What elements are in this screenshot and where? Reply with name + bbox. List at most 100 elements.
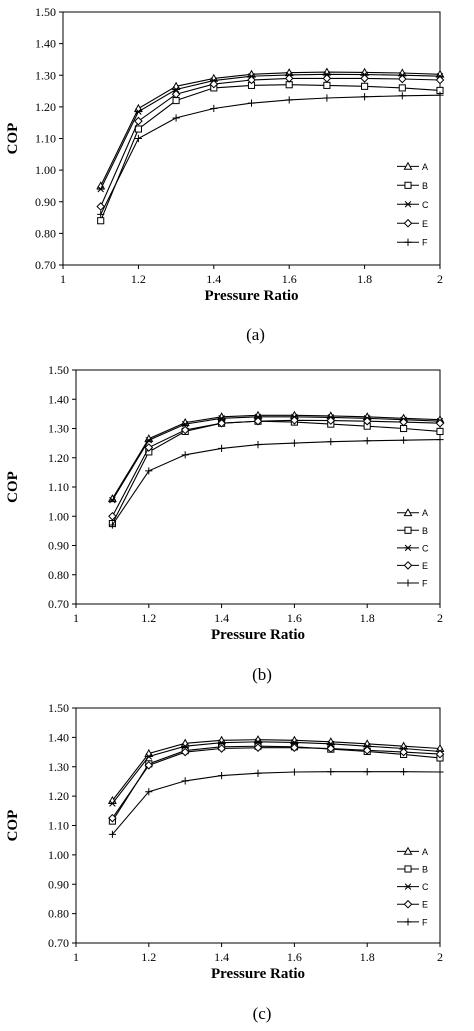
data-point-E: [108, 813, 117, 823]
data-point-F: [400, 436, 408, 444]
x-tick-label: 1.4: [206, 272, 221, 286]
legend-label-C: C: [422, 543, 429, 553]
x-tick-label: 1.4: [214, 950, 229, 964]
data-point-E: [180, 747, 190, 757]
y-tick-label: 0.70: [48, 936, 69, 950]
x-tick-label: 1.2: [131, 272, 146, 286]
legend-label-E: E: [422, 219, 428, 229]
chart-panel-3: 0.70 0.80 0.90 1.00 1.10 1.20 1.30 1.40 1.50 1 1.2…: [5, 701, 445, 1023]
legend-marker-A: [403, 161, 413, 170]
legend-marker-E: [403, 899, 413, 909]
y-tick-label: 1.00: [35, 163, 56, 177]
x-axis-label: Pressure Ratio: [211, 966, 305, 982]
y-tick-label: 1.20: [35, 100, 56, 114]
series-line-A: [100, 71, 441, 187]
data-point-F: [436, 91, 444, 99]
data-point-C: [218, 415, 226, 422]
data-point-E: [360, 74, 369, 83]
y-tick-label: 1.40: [35, 37, 56, 51]
data-point-F: [181, 777, 189, 785]
data-point-E: [253, 743, 263, 752]
y-tick-label: 1.20: [48, 451, 69, 465]
data-point-E: [290, 416, 299, 425]
y-tick-label: 1.50: [35, 5, 56, 19]
data-point-C: [254, 738, 262, 746]
data-point-C: [172, 86, 180, 93]
data-point-C: [254, 413, 262, 421]
data-point-E: [144, 760, 154, 770]
y-tick-label: 1.00: [48, 848, 69, 862]
legend-label-C: C: [422, 200, 429, 210]
legend-label-C: C: [422, 882, 429, 892]
data-point-E: [435, 749, 445, 759]
data-point-E: [290, 743, 299, 752]
series-line-E: [111, 747, 441, 819]
data-point-E: [253, 416, 263, 426]
x-tick-label: 1.4: [214, 611, 229, 625]
y-tick-label: 1.40: [48, 392, 69, 406]
data-point-F: [400, 768, 408, 776]
x-tick-label: 1: [73, 611, 79, 625]
x-tick-label: 1: [73, 950, 79, 964]
legend-marker-C: [404, 201, 412, 208]
data-point-F: [108, 830, 116, 838]
legend-marker-F: [404, 918, 412, 926]
data-point-C: [97, 185, 105, 193]
legend-label-A: A: [422, 508, 428, 518]
legend-marker-B: [404, 526, 412, 534]
data-point-C: [218, 739, 226, 746]
legend-marker-B: [404, 181, 412, 189]
x-tick-label: 1.2: [141, 611, 156, 625]
x-tick-label: 1.6: [282, 272, 297, 286]
series-line-C: [111, 741, 441, 804]
legend-label-E: E: [422, 561, 428, 571]
data-point-B: [398, 84, 406, 92]
x-tick-label: 1.8: [357, 272, 372, 286]
plot-area-frame: [62, 11, 441, 266]
y-tick-label: 0.80: [48, 907, 69, 921]
chart-panel-1: 0.70 0.80 0.90 1.00 1.10 1.20 1.30 1.40 1.50 1 1.2…: [5, 5, 445, 344]
data-point-F: [436, 436, 444, 444]
data-point-F: [361, 93, 369, 101]
y-tick-label: 0.70: [35, 258, 56, 272]
series-line-C: [111, 416, 441, 501]
data-point-E: [397, 74, 407, 84]
data-point-E: [435, 418, 445, 428]
series-line-F: [111, 771, 441, 835]
panel-caption: (c): [253, 1004, 272, 1023]
data-point-F: [218, 771, 226, 780]
y-tick-label: 0.90: [35, 195, 56, 209]
data-point-E: [144, 443, 154, 452]
series-line-A: [111, 739, 441, 801]
data-point-F: [436, 768, 444, 776]
legend-marker-B: [404, 865, 412, 873]
data-point-E: [217, 744, 226, 753]
data-point-E: [362, 416, 372, 426]
legend-label-F: F: [422, 578, 428, 588]
data-point-B: [361, 82, 369, 90]
data-point-C: [145, 436, 153, 444]
data-point-F: [218, 444, 226, 452]
legend-marker-A: [403, 508, 413, 517]
y-tick-label: 1.30: [35, 68, 56, 82]
y-tick-label: 1.20: [48, 789, 69, 803]
y-tick-label: 1.10: [35, 132, 56, 146]
data-point-B: [436, 427, 444, 435]
data-point-F: [254, 440, 262, 449]
data-point-E: [134, 116, 143, 126]
data-point-C: [290, 739, 298, 746]
data-point-E: [217, 418, 226, 428]
x-axis-label: Pressure Ratio: [204, 288, 298, 304]
data-point-E: [399, 417, 408, 427]
series-line-B: [111, 420, 441, 524]
legend-marker-E: [403, 218, 413, 228]
y-tick-label: 1.50: [48, 363, 69, 377]
data-point-E: [247, 75, 256, 85]
y-tick-label: 1.30: [48, 760, 69, 774]
y-axis-label: COP: [5, 810, 21, 842]
y-tick-label: 1.10: [48, 819, 69, 833]
data-point-F: [145, 788, 153, 796]
y-tick-label: 0.70: [48, 597, 69, 611]
legend-marker-C: [404, 544, 412, 552]
